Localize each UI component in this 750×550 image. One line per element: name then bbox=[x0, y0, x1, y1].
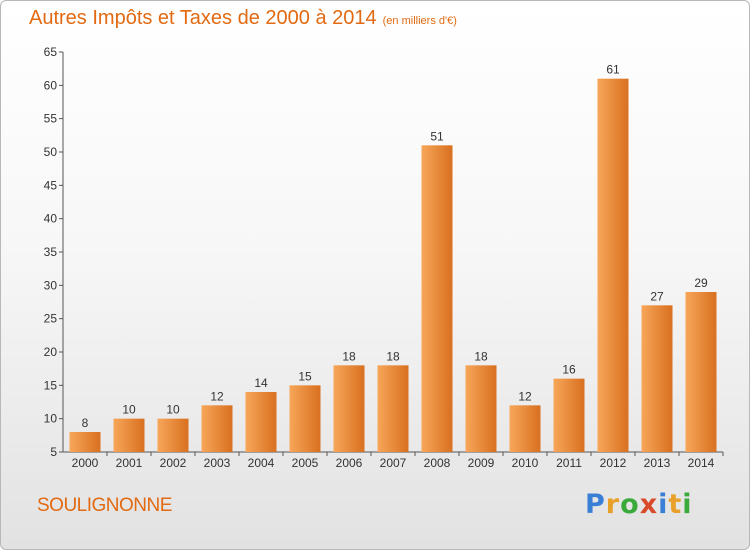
chart-title-unit: (en milliers d'€) bbox=[382, 15, 457, 27]
logo-letter: r bbox=[605, 489, 621, 520]
x-tick-label: 2013 bbox=[644, 456, 671, 470]
x-tick-label: 2004 bbox=[248, 456, 275, 470]
bar-value-label: 15 bbox=[298, 369, 312, 383]
logo-letter: i bbox=[658, 489, 669, 520]
bar-value-label: 51 bbox=[430, 129, 444, 143]
bar-value-label: 18 bbox=[342, 349, 356, 363]
y-tick-label: 20 bbox=[44, 345, 58, 359]
y-tick-label: 5 bbox=[50, 445, 57, 459]
bar bbox=[289, 385, 321, 452]
bar-value-label: 18 bbox=[386, 349, 400, 363]
y-tick-label: 10 bbox=[44, 412, 58, 426]
bar-value-label: 27 bbox=[650, 289, 664, 303]
y-tick-label: 35 bbox=[44, 245, 58, 259]
x-tick-label: 2006 bbox=[336, 456, 363, 470]
y-tick-label: 55 bbox=[44, 112, 58, 126]
bar-value-label: 12 bbox=[518, 389, 532, 403]
bar bbox=[553, 378, 585, 452]
bar-value-label: 61 bbox=[606, 63, 620, 77]
chart-title-main: Autres Impôts et Taxes de 2000 à 2014 bbox=[29, 7, 377, 29]
x-tick-label: 2002 bbox=[160, 456, 187, 470]
x-tick-label: 2007 bbox=[380, 456, 407, 470]
x-tick-label: 2003 bbox=[204, 456, 231, 470]
x-tick-label: 2012 bbox=[600, 456, 627, 470]
x-tick-label: 2008 bbox=[424, 456, 451, 470]
bar-value-label: 29 bbox=[694, 276, 708, 290]
bar-value-label: 12 bbox=[210, 389, 224, 403]
bar bbox=[157, 418, 189, 452]
x-tick-label: 2005 bbox=[292, 456, 319, 470]
chart-title: Autres Impôts et Taxes de 2000 à 2014 (en… bbox=[29, 7, 457, 30]
commune-name: SOULIGNONNE bbox=[37, 495, 172, 516]
logo-letter: t bbox=[668, 489, 683, 520]
y-tick-label: 60 bbox=[44, 78, 58, 92]
bar-value-label: 18 bbox=[474, 349, 488, 363]
logo-letter: x bbox=[639, 489, 659, 520]
bar bbox=[509, 405, 541, 452]
logo-letter: o bbox=[620, 489, 640, 520]
x-tick-label: 2014 bbox=[688, 456, 715, 470]
bar bbox=[597, 78, 629, 453]
x-tick-label: 2011 bbox=[556, 456, 582, 470]
logo-letter: P bbox=[585, 489, 606, 520]
bar-value-label: 8 bbox=[82, 416, 89, 430]
bar bbox=[201, 405, 233, 452]
x-tick-label: 2010 bbox=[512, 456, 539, 470]
bar-value-label: 14 bbox=[254, 376, 268, 390]
y-tick-label: 45 bbox=[44, 178, 58, 192]
x-tick-label: 2001 bbox=[116, 456, 143, 470]
bar-value-label: 10 bbox=[122, 403, 136, 417]
y-tick-label: 65 bbox=[44, 45, 58, 59]
bars: 8 10 10 12 14 15 18 18 51 18 12 16 61 27 29 bbox=[69, 63, 717, 453]
x-tick-label: 2000 bbox=[72, 456, 99, 470]
bar bbox=[685, 292, 717, 452]
bar bbox=[333, 365, 365, 452]
bar-value-label: 10 bbox=[166, 403, 180, 417]
x-tick-label: 2009 bbox=[468, 456, 495, 470]
bar bbox=[245, 392, 277, 452]
logo-letter: i bbox=[682, 489, 693, 520]
bar bbox=[465, 365, 497, 452]
bar bbox=[377, 365, 409, 452]
y-tick-label: 30 bbox=[44, 278, 58, 292]
bar bbox=[69, 432, 101, 452]
y-tick-label: 50 bbox=[44, 145, 58, 159]
bar bbox=[641, 305, 673, 452]
y-tick-label: 25 bbox=[44, 312, 58, 326]
bar-value-label: 16 bbox=[562, 363, 576, 377]
y-tick-label: 15 bbox=[44, 378, 58, 392]
bar bbox=[421, 145, 453, 453]
bar bbox=[113, 418, 145, 452]
proxiti-logo: Proxiti bbox=[585, 489, 693, 520]
y-tick-label: 40 bbox=[44, 212, 58, 226]
